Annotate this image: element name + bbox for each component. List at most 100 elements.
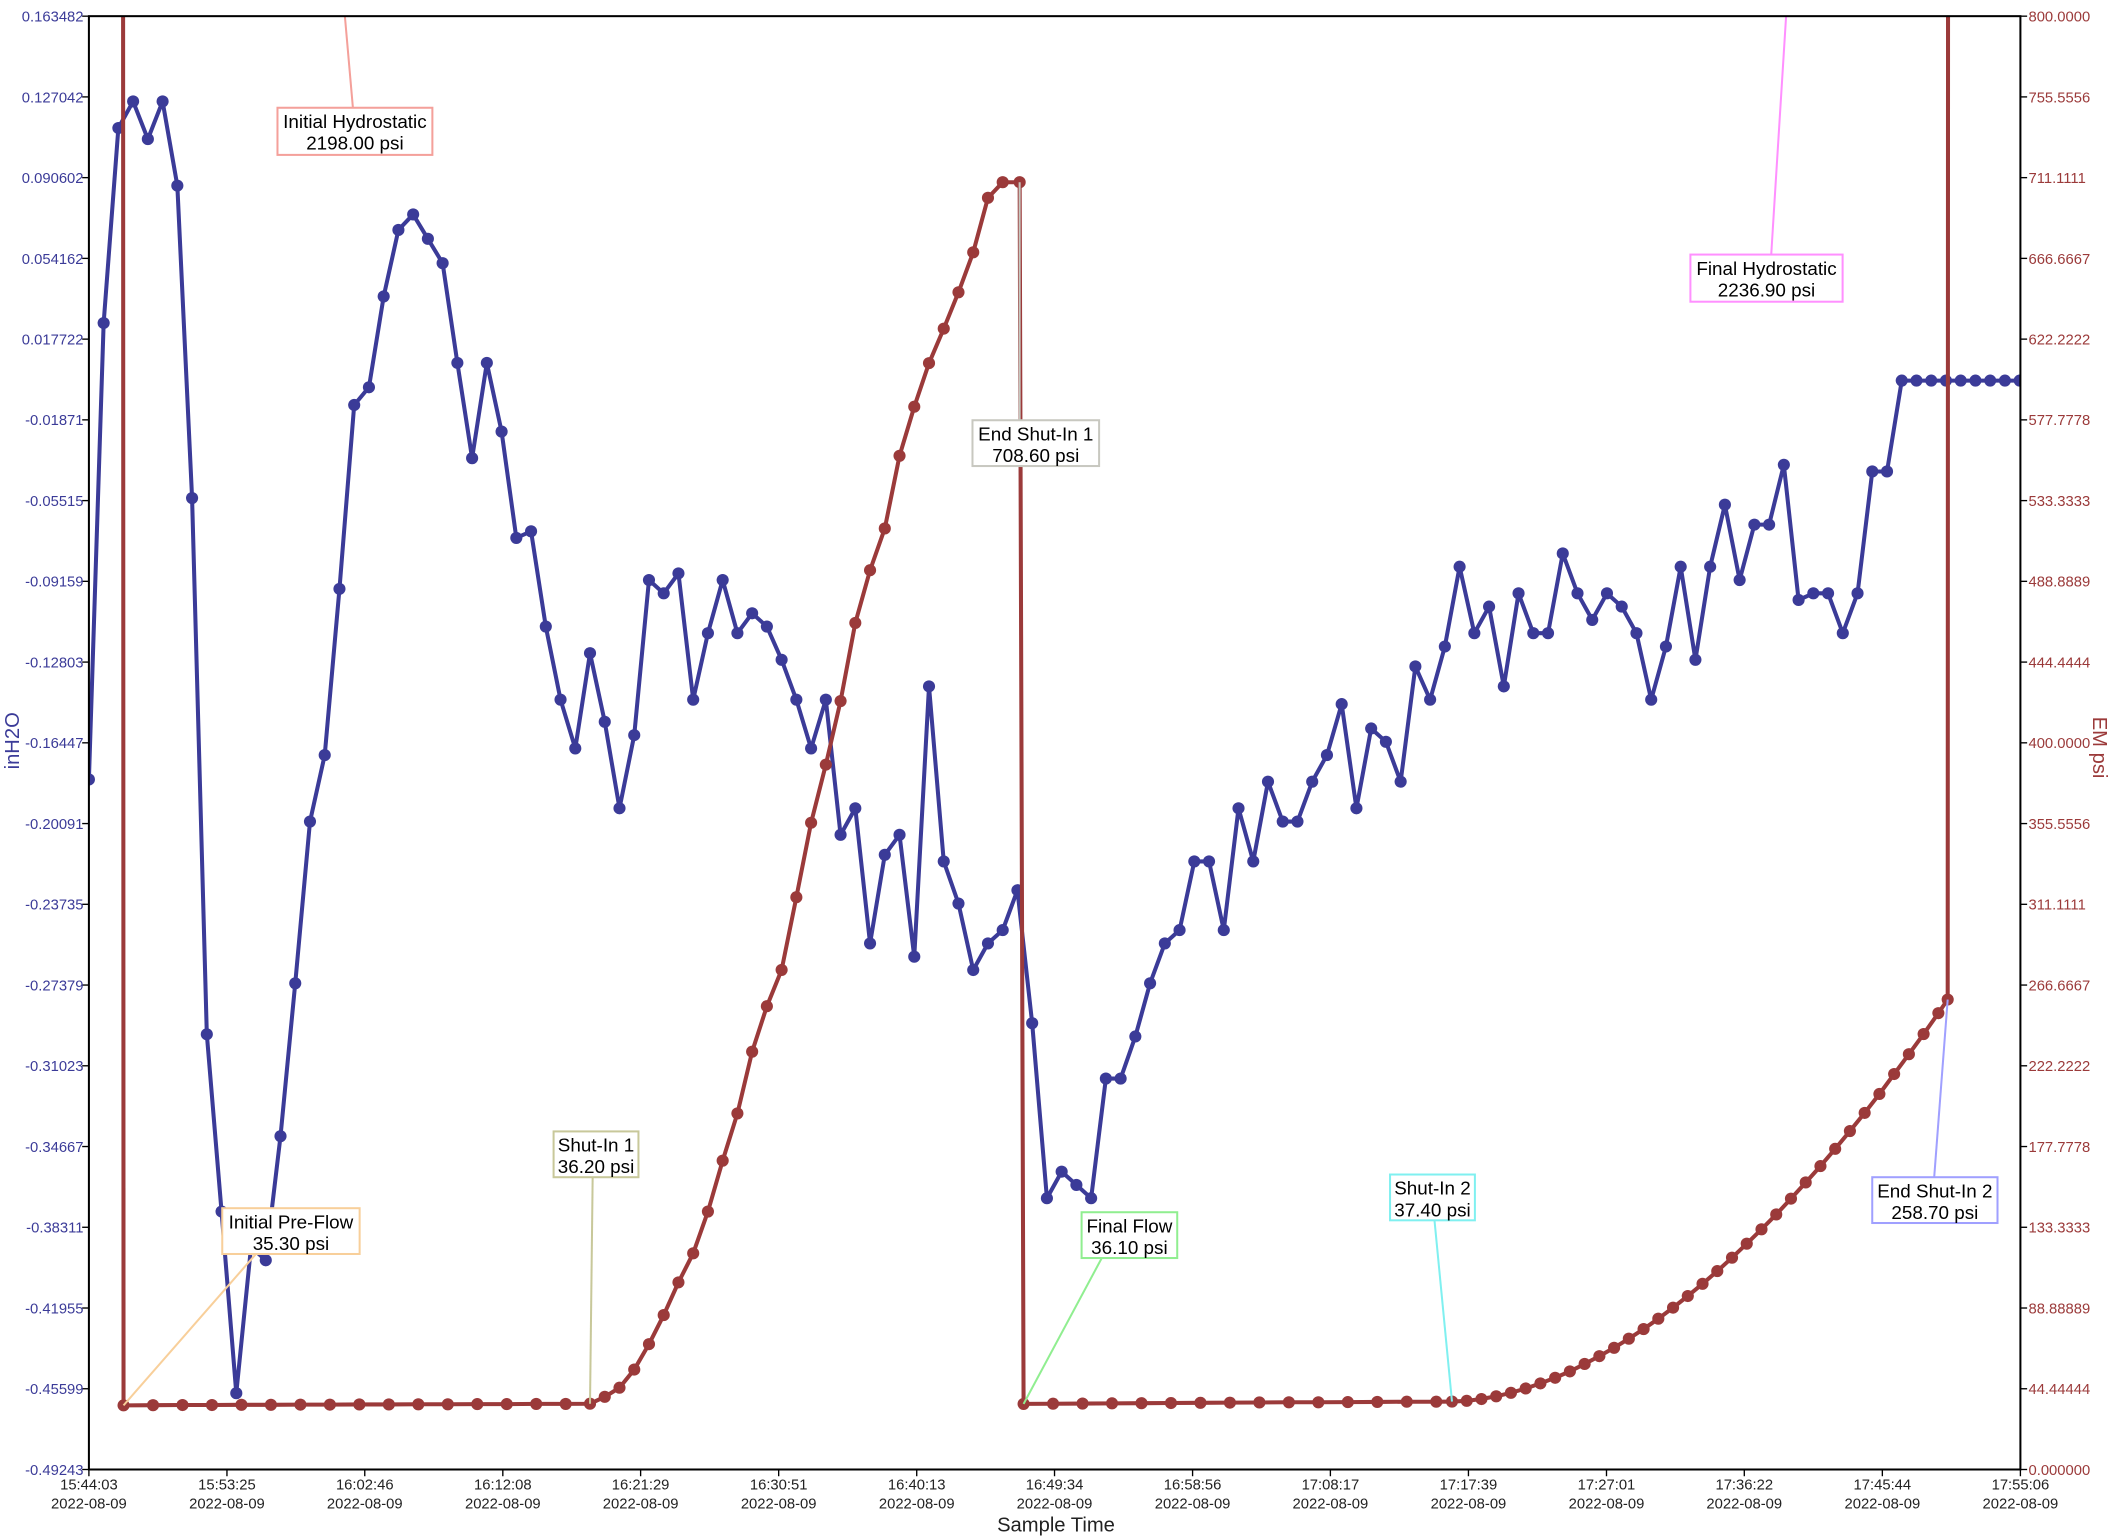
series-point (790, 891, 803, 904)
annotation-title: Initial Pre-Flow (229, 1211, 354, 1232)
series-point (878, 522, 891, 535)
series-point (937, 855, 950, 868)
y-tick-label: -0.05515 (25, 494, 83, 510)
series-point (1969, 374, 1982, 387)
series-point (1674, 560, 1687, 573)
annotation-value: 258.70 psi (1891, 1202, 1978, 1223)
series-point (1637, 1323, 1650, 1336)
annotation-value: 37.40 psi (1394, 1199, 1470, 1220)
series-point (530, 1397, 543, 1410)
annotation-connector (589, 1177, 594, 1404)
series-point (1571, 587, 1584, 600)
series-point (834, 828, 847, 841)
series-point (559, 1397, 572, 1410)
series-point (1438, 640, 1451, 653)
series-point (701, 1205, 714, 1218)
series-point (1563, 1365, 1576, 1378)
series-point (1851, 587, 1864, 600)
y-tick-label: -0.09159 (25, 575, 83, 591)
y2-tick-label: 44.44444 (2028, 1382, 2090, 1398)
series-point (731, 1107, 744, 1120)
series-point (687, 693, 700, 706)
series-point (628, 729, 641, 742)
series-point (1740, 1237, 1753, 1250)
series-point (819, 693, 832, 706)
series-point (952, 286, 965, 299)
series-point (1371, 1395, 1384, 1408)
series-point (598, 1390, 611, 1403)
series-point (613, 802, 626, 815)
annotation-value: 36.20 psi (558, 1156, 634, 1177)
annotation-value: 36.10 psi (1091, 1237, 1167, 1258)
x-tick-label: 15:53:25 (198, 1478, 256, 1494)
series-point (628, 1363, 641, 1376)
series-point (200, 1028, 213, 1041)
y-tick-label: -0.34667 (25, 1140, 83, 1156)
annotation-box (276, 106, 434, 156)
series-point (1527, 627, 1540, 640)
series-point (1188, 855, 1201, 868)
series-point (1276, 815, 1289, 828)
series-point (88, 773, 95, 786)
x-tick-label: 15:44:03 (60, 1478, 118, 1494)
series-point (746, 607, 759, 620)
series-point (1666, 1301, 1680, 1314)
series-point (348, 398, 361, 412)
series-point (1880, 465, 1894, 478)
series-point (303, 815, 317, 828)
series-point (1232, 802, 1245, 815)
y2-axis-title: EM psi (2088, 717, 2110, 779)
series-point (500, 1398, 513, 1411)
series-point (1202, 855, 1216, 868)
y2-tick-label: 133.3333 (2028, 1221, 2090, 1237)
y-tick-label: 0.127042 (22, 90, 84, 106)
series-point (1365, 722, 1378, 735)
y2-tick-label: 400.0000 (2028, 736, 2090, 752)
series-point (1341, 1396, 1354, 1409)
series-point (382, 1398, 395, 1411)
series-point (2013, 374, 2021, 387)
series-point (1158, 937, 1171, 950)
annotation-title: End Shut-In 1 (978, 423, 1093, 444)
y2-tick-label: 222.2222 (2028, 1059, 2090, 1075)
series-point (1076, 1397, 1089, 1410)
series-point (878, 848, 891, 861)
x-tick-date: 2022-08-09 (603, 1497, 679, 1513)
series-point (1394, 775, 1407, 788)
annotation-title: End Shut-In 2 (1877, 1180, 1992, 1201)
annotation-value: 2198.00 psi (306, 133, 403, 154)
x-tick-date: 2022-08-09 (1706, 1497, 1782, 1513)
series-point (1917, 1027, 1930, 1041)
series-point (1247, 855, 1260, 868)
series-point (156, 95, 169, 108)
series-point (805, 742, 818, 755)
series-point (1400, 1395, 1413, 1408)
series-point (353, 1398, 366, 1411)
y2-tick-label: 0.000000 (2028, 1463, 2090, 1479)
y2-tick-label: 488.8889 (2028, 575, 2090, 591)
series-point (466, 452, 479, 465)
series-point (1932, 1007, 1945, 1020)
series-point (1858, 1106, 1871, 1119)
y2-tick-label: 88.88889 (2028, 1301, 2090, 1317)
series-point (1085, 1192, 1098, 1205)
annotation-title: Shut-In 2 (1394, 1178, 1470, 1199)
x-tick-label: 17:45:44 (1854, 1478, 1912, 1494)
series-point (760, 1000, 773, 1013)
series-point (407, 208, 420, 221)
series-point (1600, 587, 1614, 600)
series-point (657, 587, 670, 600)
x-axis-title: Sample Time (997, 1514, 1115, 1536)
series-point (790, 693, 803, 706)
series-point (1046, 1397, 1060, 1410)
series-point (436, 257, 449, 270)
series-point (642, 573, 656, 587)
annotation-box (971, 419, 1101, 468)
series-point (1954, 374, 1967, 387)
series-point (274, 1130, 287, 1143)
series-point (1519, 1382, 1532, 1395)
series-point (893, 828, 906, 841)
series-point (1129, 1030, 1142, 1043)
series-point (1335, 698, 1348, 711)
series-point (598, 715, 611, 728)
